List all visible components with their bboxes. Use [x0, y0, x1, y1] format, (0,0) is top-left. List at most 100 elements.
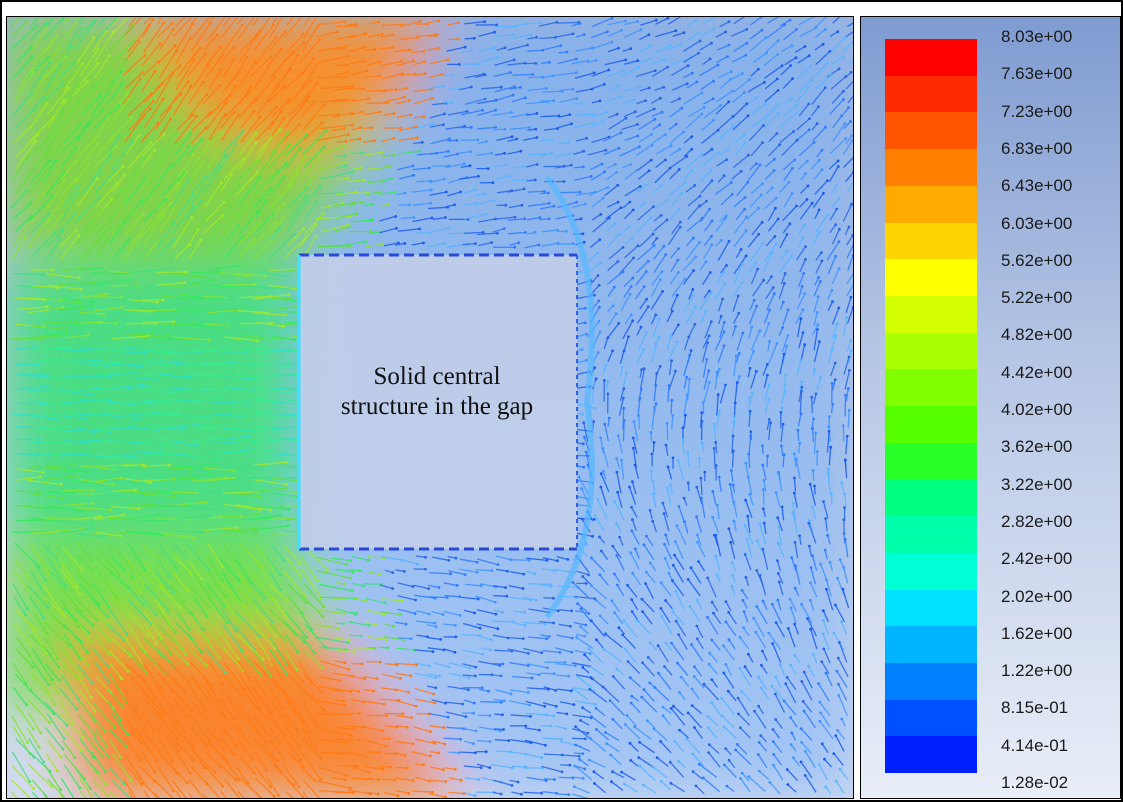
vector-arrow-head	[127, 467, 131, 471]
vector-arrow	[154, 598, 174, 629]
vector-arrow-head	[342, 127, 346, 130]
vector-arrow-head	[93, 733, 97, 737]
vector-arrow	[173, 86, 192, 115]
vector-arrow-head	[114, 411, 118, 414]
vector-arrow-head	[201, 275, 205, 279]
vector-arrow	[794, 45, 806, 53]
vector-arrow	[759, 523, 767, 545]
vector-arrow	[109, 188, 125, 207]
vector-arrow-head	[746, 180, 750, 184]
vector-arrow-head	[594, 59, 598, 62]
vector-arrow-head	[579, 217, 583, 221]
vector-arrow	[528, 608, 550, 613]
vector-arrow	[429, 58, 449, 65]
vector-arrow-head	[776, 89, 780, 92]
vector-arrow	[61, 147, 77, 167]
vector-arrow	[522, 647, 542, 654]
vector-arrow-head	[447, 558, 451, 562]
vector-arrow	[735, 142, 746, 155]
vector-arrow	[285, 556, 301, 577]
vector-arrow-head	[105, 614, 109, 618]
vector-arrow	[840, 621, 848, 635]
vector-arrow	[331, 557, 351, 562]
vector-arrow-head	[685, 82, 689, 86]
vector-arrow-head	[700, 91, 704, 95]
vector-arrow-head	[622, 419, 626, 422]
vector-arrow-head	[692, 675, 696, 678]
vector-arrow-head	[742, 610, 746, 613]
vector-arrow-head	[208, 473, 211, 476]
vector-arrow-head	[789, 664, 793, 667]
vector-arrow-head	[154, 641, 158, 645]
vector-arrow-head	[814, 392, 818, 396]
vector-arrow	[491, 620, 514, 623]
vector-arrow-head	[803, 292, 807, 296]
vector-arrow	[267, 85, 286, 103]
vector-arrow-head	[648, 641, 652, 645]
vector-arrow	[749, 194, 762, 208]
vector-arrow-head	[77, 276, 81, 280]
vector-arrow-head	[344, 160, 347, 164]
vector-arrow-head	[434, 676, 438, 679]
vector-arrow	[430, 138, 450, 145]
vector-arrow-head	[205, 718, 209, 722]
vector-arrow	[170, 272, 204, 278]
vector-arrow-head	[511, 93, 515, 97]
vector-arrow	[252, 487, 286, 493]
vector-arrow-head	[810, 201, 814, 205]
vector-arrow	[269, 233, 295, 259]
vector-arrow	[432, 216, 446, 221]
vector-arrow-head	[117, 572, 121, 576]
vector-arrow	[158, 426, 184, 431]
vector-arrow	[796, 360, 802, 375]
vector-arrow-head	[675, 524, 679, 528]
vector-arrow-head	[243, 687, 247, 691]
vector-arrow-head	[646, 259, 650, 263]
vector-arrow-head	[743, 196, 747, 199]
vector-arrow-head	[640, 368, 644, 371]
vector-arrow-head	[462, 162, 466, 166]
vector-arrow	[191, 477, 226, 482]
vector-arrow	[416, 33, 438, 38]
vector-arrow-head	[550, 138, 554, 141]
vector-arrow-head	[798, 534, 801, 538]
vector-arrow-head	[700, 419, 704, 423]
vector-arrow	[731, 562, 737, 572]
vector-arrow	[14, 673, 31, 691]
vector-arrow	[763, 309, 771, 324]
vector-arrow	[299, 611, 313, 630]
vector-arrow-head	[662, 58, 666, 62]
vector-arrow	[706, 616, 719, 635]
vector-arrow-head	[749, 434, 752, 438]
vector-arrow-head	[664, 443, 668, 447]
vector-arrow	[96, 569, 118, 598]
vector-arrow	[190, 437, 222, 442]
vector-arrow-head	[572, 703, 576, 706]
vector-arrow	[379, 215, 396, 222]
vector-arrow-head	[122, 187, 126, 191]
vector-arrow-head	[825, 61, 829, 65]
vector-arrow-head	[473, 188, 477, 192]
vector-arrow-head	[314, 234, 318, 238]
vector-arrow	[675, 620, 687, 637]
vector-arrow-head	[481, 231, 485, 234]
vector-arrow	[478, 140, 487, 145]
vector-arrow	[667, 43, 682, 51]
vector-arrow	[395, 662, 417, 666]
vector-arrow-head	[165, 334, 169, 337]
vector-arrow-head	[296, 650, 300, 654]
vector-arrow	[744, 554, 752, 571]
vector-arrow	[236, 660, 250, 679]
vector-arrow-head	[645, 297, 648, 301]
vector-arrow	[700, 180, 713, 194]
vector-arrow-head	[298, 123, 301, 126]
vector-arrow-head	[716, 393, 720, 397]
vector-arrow-head	[54, 230, 57, 234]
vector-arrow	[205, 387, 227, 392]
vector-arrow-head	[348, 576, 352, 580]
vector-arrow	[716, 410, 721, 429]
vector-arrow	[779, 234, 788, 249]
vector-arrow-head	[88, 121, 91, 125]
vector-arrow	[172, 713, 186, 734]
vector-arrow-head	[632, 256, 635, 260]
